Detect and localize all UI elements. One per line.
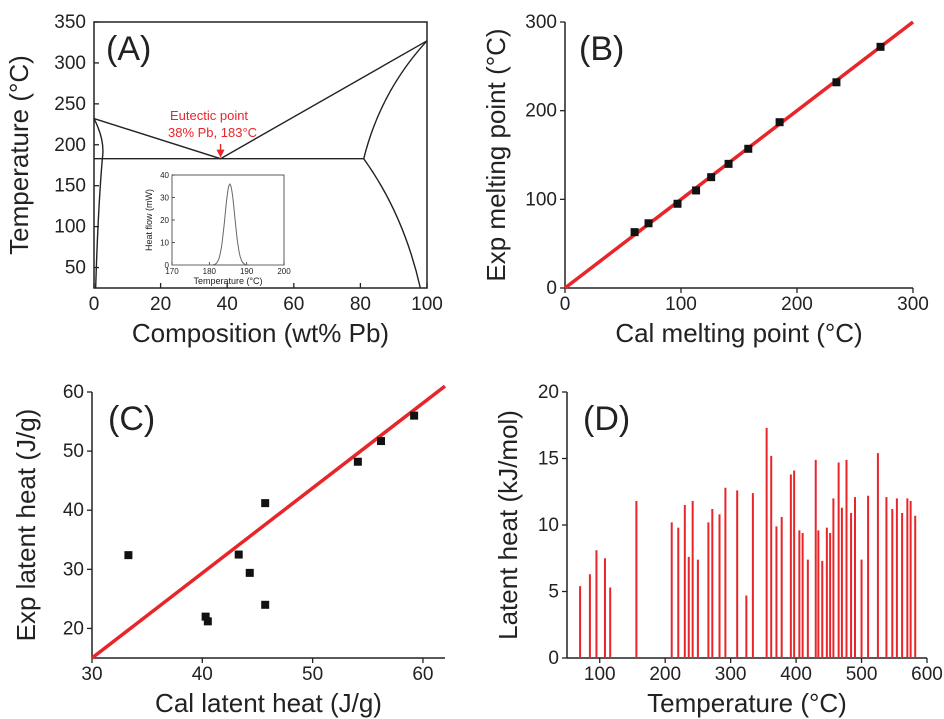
y-axis-title: Latent heat (kJ/mol) xyxy=(493,410,523,640)
inset-peak-curve xyxy=(172,183,284,266)
inset-y-title: Heat flow (mW) xyxy=(144,189,154,251)
y-axis-title: Exp melting point (°C) xyxy=(481,28,511,281)
panel-label: (D) xyxy=(583,400,630,438)
x-tick-label: 600 xyxy=(911,664,943,685)
fit-line xyxy=(90,384,447,660)
x-tick-label: 100 xyxy=(665,294,697,315)
inset-y-tick-label: 0 xyxy=(165,261,170,270)
x-axis-title: Temperature (°C) xyxy=(647,688,847,718)
x-axis-title: Cal melting point (°C) xyxy=(615,318,862,348)
x-tick-label: 50 xyxy=(302,664,323,685)
data-point xyxy=(724,159,733,168)
x-tick-label: 20 xyxy=(150,294,171,315)
data-point xyxy=(644,219,653,228)
inset-y-tick-label: 30 xyxy=(160,194,169,203)
x-tick-label: 0 xyxy=(560,294,571,315)
x-axis-title: Composition (wt% Pb) xyxy=(132,318,389,348)
y-tick-label: 300 xyxy=(54,53,86,74)
y-axis-title: Temperature (°C) xyxy=(4,55,34,255)
data-point xyxy=(707,173,716,182)
y-tick-label: 0 xyxy=(548,648,559,669)
panel-label: (B) xyxy=(579,30,624,68)
y-tick-label: 100 xyxy=(54,217,86,238)
data-point xyxy=(410,411,419,420)
inset-dsc: 170 180 190 200 0 10 20 30 40 Temperature (°C) Hea… xyxy=(144,171,291,286)
y-tick-label: 0 xyxy=(546,278,557,299)
panel-b: 0 100 200 300 0 100 200 300 Cal melting point (°… xyxy=(481,12,929,348)
data-point xyxy=(203,617,212,626)
x-tick-label: 500 xyxy=(846,664,878,685)
y-tick-label: 40 xyxy=(63,500,84,521)
x-tick-label: 0 xyxy=(89,294,100,315)
y-tick-label: 50 xyxy=(65,258,86,279)
y-tick-label: 30 xyxy=(63,559,84,580)
data-point xyxy=(245,568,254,577)
y-tick-label: 20 xyxy=(63,618,84,639)
y-tick-label: 10 xyxy=(538,515,559,536)
data-point xyxy=(353,457,362,466)
panel-a: 0 20 40 60 80 10050100150200250300350Composit… xyxy=(4,12,443,348)
x-tick-label: 100 xyxy=(411,294,443,315)
data-point xyxy=(124,551,133,560)
data-point xyxy=(261,499,270,508)
inset-x-tick-label: 170 xyxy=(165,267,179,276)
plot-frame xyxy=(93,21,428,289)
y-tick-label: 350 xyxy=(54,12,86,33)
y-tick-label: 60 xyxy=(63,382,84,403)
x-tick-label: 40 xyxy=(192,664,213,685)
y-tick-label: 150 xyxy=(54,176,86,197)
y-tick-label: 15 xyxy=(538,449,559,470)
data-point xyxy=(261,600,270,609)
inset-x-title: Temperature (°C) xyxy=(193,276,262,286)
left-solvus-line xyxy=(93,118,104,289)
data-point xyxy=(832,78,841,87)
inset-x-tick-label: 190 xyxy=(240,267,254,276)
x-tick-label: 30 xyxy=(81,664,102,685)
inset-x-tick-label: 180 xyxy=(203,267,217,276)
y-tick-label: 200 xyxy=(54,135,86,156)
panel-label: (A) xyxy=(106,30,151,68)
x-tick-label: 100 xyxy=(584,664,616,685)
data-point xyxy=(673,199,682,208)
annotation-arrow-head xyxy=(216,149,225,158)
x-tick-label: 300 xyxy=(715,664,747,685)
inset-y-tick-label: 20 xyxy=(160,216,169,225)
panel-label: (C) xyxy=(108,400,155,438)
fit-line xyxy=(563,20,915,290)
inset-y-tick-label: 10 xyxy=(160,239,169,248)
eutectic-annotation-line1: Eutectic point xyxy=(170,108,248,123)
data-point xyxy=(876,42,885,51)
data-point xyxy=(775,118,784,127)
x-tick-label: 300 xyxy=(897,294,929,315)
inset-y-tick-label: 40 xyxy=(160,171,169,180)
y-tick-label: 300 xyxy=(525,12,557,33)
x-tick-label: 200 xyxy=(781,294,813,315)
x-tick-label: 40 xyxy=(217,294,238,315)
x-tick-label: 60 xyxy=(283,294,304,315)
data-point xyxy=(692,186,701,195)
y-tick-label: 50 xyxy=(63,441,84,462)
right-solvus-line xyxy=(362,40,428,289)
x-tick-label: 400 xyxy=(780,664,812,685)
y-tick-label: 5 xyxy=(548,582,559,603)
data-point xyxy=(234,550,243,559)
x-tick-label: 60 xyxy=(412,664,433,685)
y-tick-label: 200 xyxy=(525,101,557,122)
y-tick-label: 100 xyxy=(525,189,557,210)
data-point xyxy=(630,228,639,237)
y-tick-label: 20 xyxy=(538,382,559,403)
data-point xyxy=(201,612,210,621)
x-tick-label: 200 xyxy=(649,664,681,685)
panel-d: 100 200 300 400 500 600 0 5 10 15 20 Temperature (°… xyxy=(493,382,943,718)
y-axis-title: Exp latent heat (J/g) xyxy=(11,409,41,642)
x-axis-title: Cal latent heat (J/g) xyxy=(155,688,382,718)
y-tick-label: 250 xyxy=(54,94,86,115)
panel-c: 30 40 50 60 20 30 40 50 60 Cal latent heat (J/g) E… xyxy=(11,382,447,718)
inset-x-tick-label: 200 xyxy=(277,267,291,276)
data-point xyxy=(744,144,753,153)
eutectic-annotation-line2: 38% Pb, 183°C xyxy=(168,125,257,140)
x-tick-label: 80 xyxy=(350,294,371,315)
data-point xyxy=(377,437,386,446)
